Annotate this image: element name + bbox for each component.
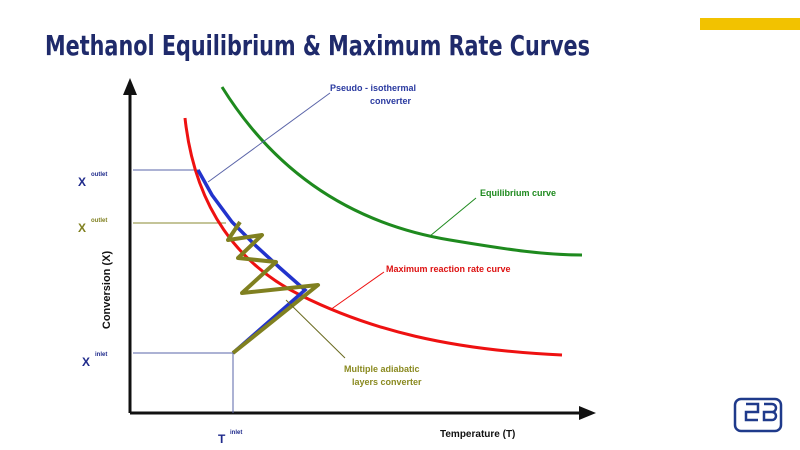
axes [123, 78, 596, 420]
annotation: Pseudo - isothermal [330, 83, 416, 93]
accent-bar [700, 18, 800, 30]
pseudo-isothermal-path [196, 169, 308, 355]
marker-symbol: X [78, 175, 86, 189]
leader-lines [207, 92, 477, 359]
marker-superscript: outlet [91, 218, 107, 224]
annotation: Maximum reaction rate curve [386, 264, 511, 274]
marker-symbol: X [78, 221, 86, 235]
marker-symbol: T [218, 432, 226, 446]
marker-superscript: inlet [230, 430, 242, 436]
guide-lines [133, 169, 234, 413]
x-axis-label: Temperature (T) [440, 429, 515, 440]
marker-superscript: outlet [91, 172, 107, 178]
marker-superscript: inlet [95, 352, 107, 358]
slide-title: Methanol Equilibrium & Maximum Rate Curv… [45, 29, 590, 62]
annotation: Multiple adiabatic [344, 364, 420, 374]
marker-symbol: X [82, 355, 90, 369]
annotation: converter [370, 96, 412, 106]
y-axis-label: Conversion (X) [101, 251, 113, 330]
logo [733, 397, 783, 433]
annotation: Equilibrium curve [480, 188, 556, 198]
annotation: layers converter [352, 377, 422, 387]
adiabatic-path [226, 220, 320, 355]
equilibrium-curve [220, 86, 583, 257]
